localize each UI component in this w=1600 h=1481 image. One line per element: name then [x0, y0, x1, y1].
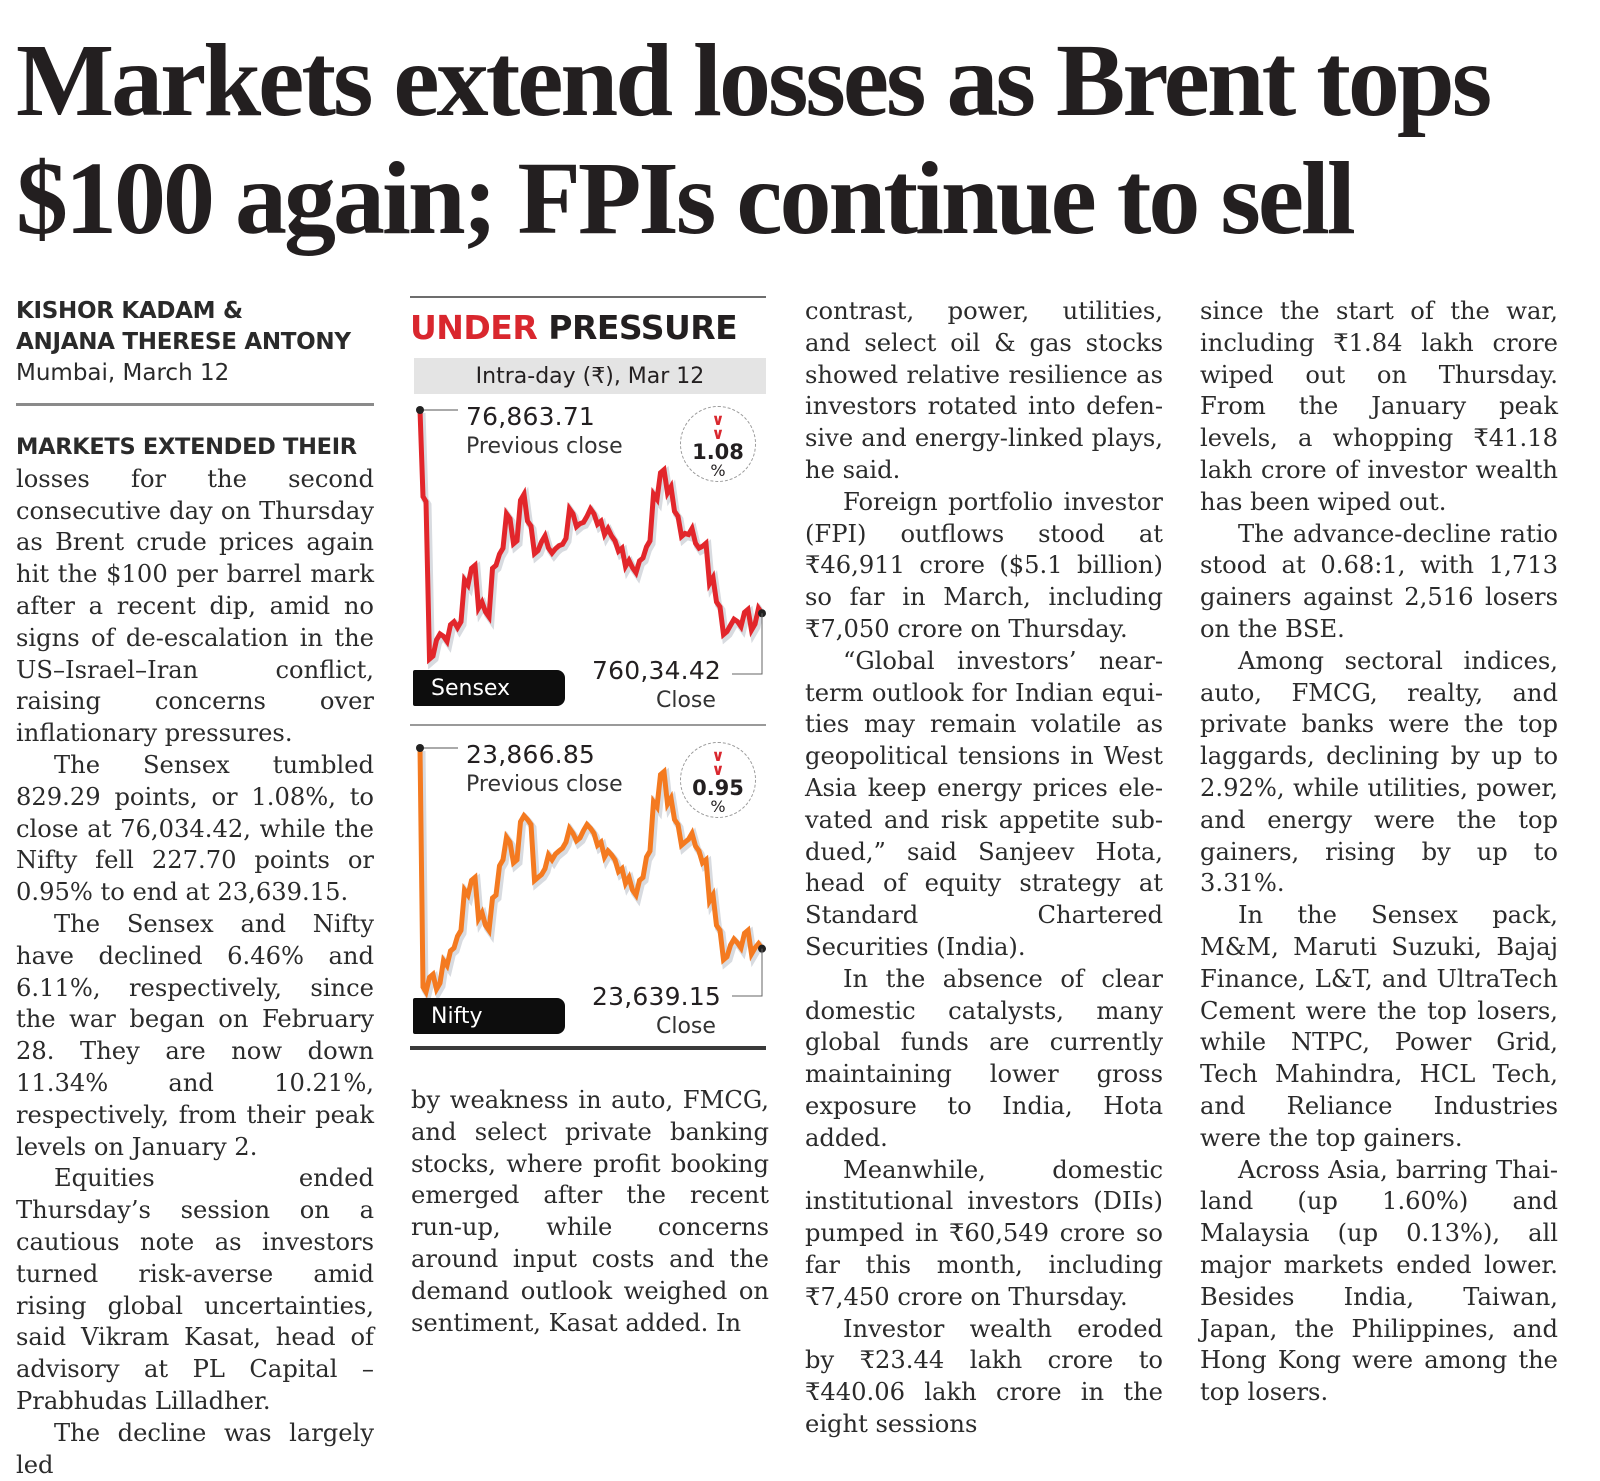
article-column-3: contrast, power, utilities, and select o… — [805, 296, 1163, 1441]
nifty-change-pct: 0.95 — [692, 776, 744, 800]
nifty-previous-close-label: Previous close — [466, 772, 623, 797]
nifty-line — [417, 747, 765, 999]
byline-divider — [16, 403, 374, 406]
nifty-pct-symbol: % — [710, 797, 726, 816]
graphic-top-rule — [410, 296, 766, 298]
double-chevron-down-icon: ∨ ∨ — [711, 746, 725, 779]
graphic-subtitle: Intra-day (₹), Mar 12 — [414, 358, 766, 394]
paragraph: by weakness in auto, FMCG, and select pr… — [411, 1086, 769, 1337]
close-leader — [732, 948, 763, 997]
end-point — [758, 944, 766, 953]
sensex-previous-close-label: Previous close — [466, 434, 623, 459]
byline-authors: KISHOR KADAM & ANJANA THERESE ANTONY — [16, 296, 374, 358]
paragraph: The Sensex tumbled 829.29 points, or 1.0… — [16, 750, 374, 907]
paragraph: The Sensex and Nifty have declined 6.46%… — [16, 909, 374, 1161]
paragraph: The advance-decline ratio stood at 0.68:… — [1200, 519, 1558, 643]
headline-line-1: Markets extend losses as Brent tops — [16, 23, 1492, 138]
paragraph: In the Sensex pack, M&M, Maruti Suzuki, … — [1200, 901, 1558, 1152]
nifty-change-badge: ∨ ∨ 0.95 % — [680, 742, 756, 818]
nifty-previous-close-value: 23,866.85 — [466, 740, 596, 769]
nifty-close-value: 23,639.15 — [592, 982, 722, 1011]
byline-author-1: KISHOR KADAM & — [16, 298, 243, 324]
sensex-change-pct: 1.08 — [692, 440, 744, 464]
lede-caps: MARKETS EXTENDED THEIR — [16, 434, 357, 460]
article-column-1: KISHOR KADAM & ANJANA THERESE ANTONY Mum… — [16, 296, 374, 1481]
paragraph: “Global investors’ near-term outlook for… — [805, 646, 1163, 961]
paragraph: Among sectoral indices, auto, FMCG, real… — [1200, 646, 1558, 898]
paragraph: Meanwhile, domestic insti­tutional inves… — [805, 1155, 1163, 1311]
graphic-bottom-rule — [410, 1046, 766, 1050]
nifty-chart — [416, 744, 766, 1005]
article-column-4: since the start of the war, including ₹1… — [1200, 296, 1558, 1409]
byline-author-2: ANJANA THERESE ANTONY — [16, 329, 351, 355]
sensex-line — [417, 409, 765, 665]
double-chevron-down-icon: ∨ ∨ — [711, 410, 725, 443]
headline: Markets extend losses as Brent tops $100… — [16, 22, 1586, 258]
dateline: Mumbai, March 12 — [16, 360, 230, 386]
nifty-tag: Nifty — [413, 998, 565, 1034]
paragraph-text: losses for the second consecu­tive day o… — [16, 464, 374, 748]
sensex-close-value: 760,34.42 — [592, 656, 722, 685]
paragraph: The decline was largely led — [16, 1418, 374, 1479]
graphic-divider — [410, 724, 766, 726]
sensex-change-badge: ∨ ∨ 1.08 % — [680, 406, 756, 482]
sensex-previous-close-value: 76,863.71 — [466, 402, 596, 431]
start-point — [416, 744, 424, 752]
sensex-tag: Sensex — [413, 670, 565, 706]
paragraph: Across Asia, barring Thai­land (up 1.60%… — [1200, 1155, 1558, 1407]
headline-line-2: $100 again; FPIs continue to sell — [16, 141, 1356, 256]
sensex-chart — [416, 406, 766, 675]
nifty-close-label: Close — [656, 1014, 716, 1039]
graphic-title: UNDER PRESSURE — [410, 308, 766, 347]
close-leader — [732, 613, 763, 675]
paragraph: Equities ended Thursday’s session on a c… — [16, 1164, 374, 1415]
article-column-2: by weakness in auto, FMCG, and select pr… — [411, 1085, 769, 1339]
sensex-pct-symbol: % — [710, 461, 726, 480]
start-point — [416, 406, 424, 414]
under-pressure-graphic: UNDER PRESSURE Intra-day (₹), Mar 12 76,… — [410, 296, 766, 1052]
graphic-title-dark: PRESSURE — [548, 308, 738, 347]
sensex-close-label: Close — [656, 688, 716, 713]
paragraph: In the absence of clear domestic catalys… — [805, 964, 1163, 1152]
paragraph: contrast, power, utilities, and select o… — [805, 297, 1163, 484]
graphic-title-red: UNDER — [410, 308, 538, 347]
paragraph: since the start of the war, including ₹1… — [1200, 297, 1558, 516]
lede-paragraph: MARKETS EXTENDED THEIR losses for the sec… — [16, 432, 374, 750]
paragraph: Investor wealth eroded by ₹23.44 lakh cr… — [805, 1314, 1163, 1438]
paragraph: Foreign portfolio investor (FPI) outflow… — [805, 487, 1163, 643]
